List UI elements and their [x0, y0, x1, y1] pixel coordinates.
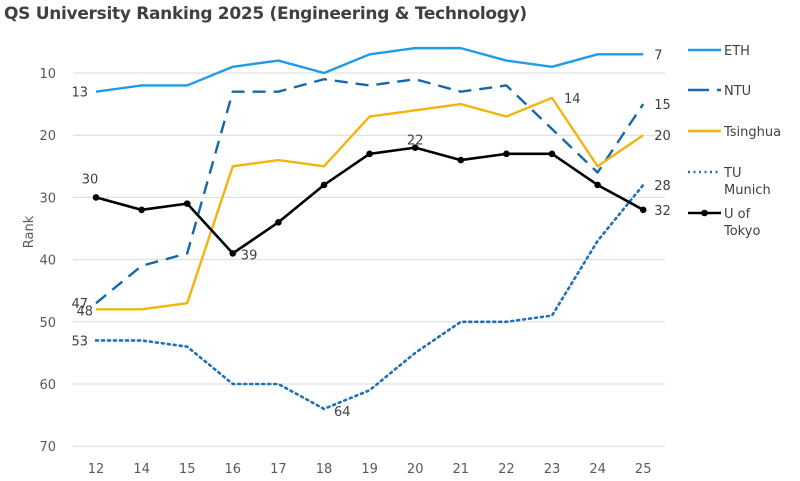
data-point-u-of-tokyo	[366, 150, 373, 158]
x-tick-label: 12	[88, 462, 105, 477]
y-tick-label: 10	[39, 67, 56, 82]
legend: ETH NTU Tsinghua TU Munich U of Tokyo	[688, 44, 781, 239]
series-line-eth	[95, 46, 644, 93]
legend-label-ntu: NTU	[724, 84, 751, 99]
data-point-u-of-tokyo	[92, 194, 100, 201]
data-label-tu-munich: 28	[654, 179, 671, 194]
legend-label-tsinghua: Tsinghua	[723, 125, 781, 140]
data-label-ntu: 47	[71, 297, 88, 312]
series-group	[92, 46, 647, 411]
data-labels: 13 7 47 15 48 14 20 53 64 28 30 39 22 32	[71, 48, 670, 420]
data-point-u-of-tokyo	[594, 181, 601, 189]
y-tick-label: 30	[39, 191, 56, 206]
data-label-tsinghua: 20	[654, 129, 671, 144]
y-tick-label: 50	[39, 316, 56, 331]
legend-label-u-of-tokyo: U of	[724, 207, 751, 222]
x-tick-label: 22	[498, 462, 515, 477]
legend-label-eth: ETH	[724, 44, 750, 59]
x-tick-label: 21	[453, 462, 470, 477]
data-label-tsinghua: 48	[76, 304, 93, 319]
y-tick-label: 70	[39, 440, 56, 455]
legend-label-u-of-tokyo: Tokyo	[723, 224, 760, 239]
y-axis-ticks: 10 20 30 40 50 60 70	[39, 67, 56, 455]
x-axis-ticks: 12 14 15 16 17 18 19 20 21 22 23 24 25	[88, 462, 652, 477]
data-label-u-of-tokyo: 30	[82, 172, 99, 187]
data-point-u-of-tokyo	[183, 200, 191, 207]
x-tick-label: 25	[635, 462, 652, 477]
x-tick-label: 17	[270, 462, 287, 477]
data-label-ntu: 15	[654, 98, 671, 113]
x-tick-label: 14	[133, 462, 150, 477]
y-axis-title: Rank	[22, 215, 37, 248]
data-label-tu-munich: 64	[334, 405, 351, 420]
y-tick-label: 60	[39, 378, 56, 393]
data-label-u-of-tokyo: 32	[654, 204, 671, 219]
data-point-u-of-tokyo	[548, 150, 556, 158]
series-line-u-of-tokyo	[95, 146, 644, 255]
legend-marker-u-of-tokyo	[701, 209, 708, 217]
data-point-u-of-tokyo	[503, 150, 510, 158]
data-point-u-of-tokyo	[320, 181, 328, 189]
x-tick-label: 20	[407, 462, 424, 477]
data-point-u-of-tokyo	[138, 206, 145, 214]
data-point-u-of-tokyo	[275, 218, 282, 226]
series-line-tsinghua	[96, 96, 644, 311]
x-tick-label: 15	[179, 462, 196, 477]
data-label-u-of-tokyo: 39	[241, 248, 258, 263]
data-point-u-of-tokyo	[457, 156, 465, 164]
x-tick-label: 16	[225, 462, 242, 477]
series-line-ntu	[95, 78, 645, 305]
data-label-eth: 13	[71, 86, 88, 101]
data-point-u-of-tokyo	[639, 206, 647, 214]
legend-label-tu-munich: Munich	[724, 183, 771, 198]
x-tick-label: 18	[316, 462, 333, 477]
data-point-u-of-tokyo	[229, 250, 237, 257]
data-label-tsinghua: 14	[564, 92, 581, 107]
data-point-u-of-tokyo	[411, 144, 419, 151]
chart-title: QS University Ranking 2025 (Engineering …	[4, 4, 527, 24]
gridlines	[73, 72, 665, 447]
x-tick-label: 24	[589, 462, 606, 477]
x-tick-label: 23	[544, 462, 561, 477]
data-label-eth: 7	[654, 48, 662, 63]
data-label-u-of-tokyo: 22	[407, 134, 424, 149]
y-tick-label: 40	[39, 254, 56, 269]
y-tick-label: 20	[39, 129, 56, 144]
legend-label-tu-munich: TU	[723, 166, 741, 181]
series-line-tu-munich	[94, 183, 645, 411]
x-tick-label: 19	[361, 462, 378, 477]
data-label-tu-munich: 53	[71, 334, 88, 349]
